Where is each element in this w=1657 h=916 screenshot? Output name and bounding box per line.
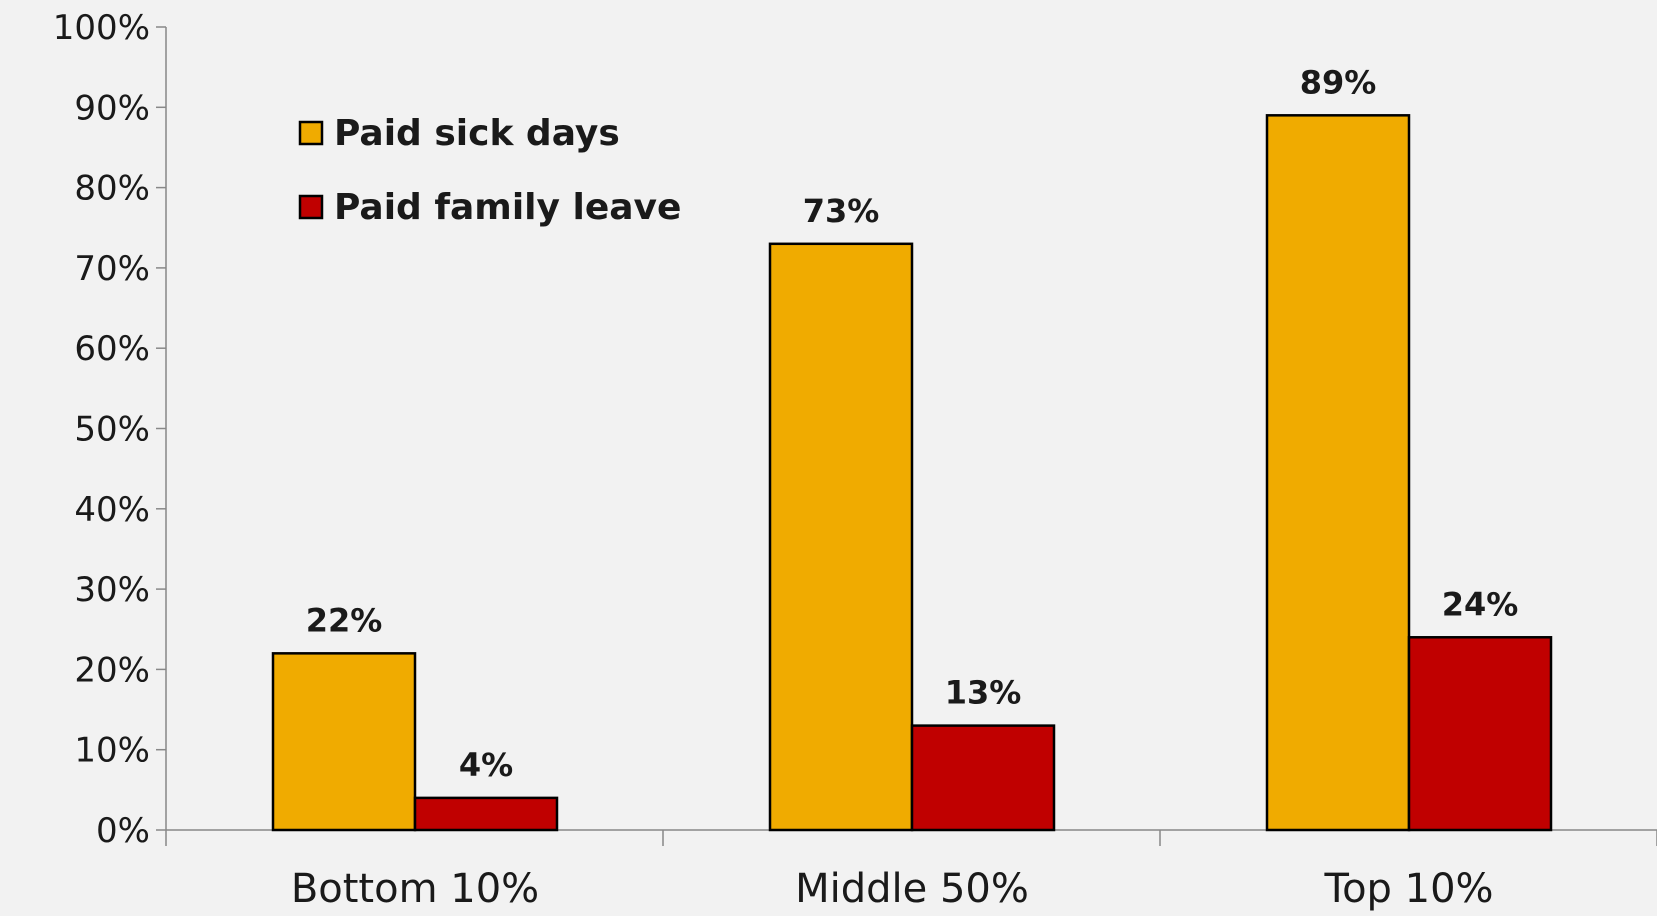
x-category-label: Middle 50% — [795, 866, 1029, 912]
y-tick-label: 40% — [74, 490, 150, 530]
data-label: 73% — [803, 192, 880, 230]
y-tick-label: 10% — [74, 731, 150, 771]
y-tick-label: 30% — [74, 570, 150, 610]
bar — [1407, 636, 1553, 832]
y-tick-label: 60% — [74, 329, 150, 369]
data-label: 24% — [1442, 585, 1519, 623]
y-tick-label: 100% — [53, 8, 150, 48]
legend-swatch — [298, 120, 324, 146]
legend-swatch — [298, 194, 324, 220]
y-tick-label: 0% — [96, 811, 150, 851]
bar — [271, 652, 417, 832]
bars — [271, 114, 1553, 832]
bar — [910, 724, 1056, 832]
bar — [413, 796, 559, 832]
data-label: 89% — [1300, 63, 1377, 101]
y-tick-label: 50% — [74, 410, 150, 450]
axes: 0% 10% 20% 30% 40% 50% 60% 70% 80% 90% 100% Bottom … — [53, 8, 1657, 912]
y-tick-label: 20% — [74, 650, 150, 690]
x-category-label: Top 10% — [1323, 866, 1493, 912]
data-label: 22% — [306, 601, 383, 639]
y-tick-label: 80% — [74, 169, 150, 209]
y-tick-label: 90% — [74, 88, 150, 128]
bar — [768, 242, 914, 832]
data-label: 4% — [459, 746, 513, 784]
legend-label: Paid family leave — [334, 187, 681, 228]
legend-label: Paid sick days — [334, 113, 620, 154]
bar — [1265, 114, 1411, 832]
data-labels: 22% 4% 73% 13% 89% 24% — [306, 63, 1519, 784]
data-label: 13% — [945, 674, 1022, 712]
legend: Paid sick days Paid family leave — [298, 113, 681, 228]
y-tick-label: 70% — [74, 249, 150, 289]
x-category-label: Bottom 10% — [291, 866, 539, 912]
